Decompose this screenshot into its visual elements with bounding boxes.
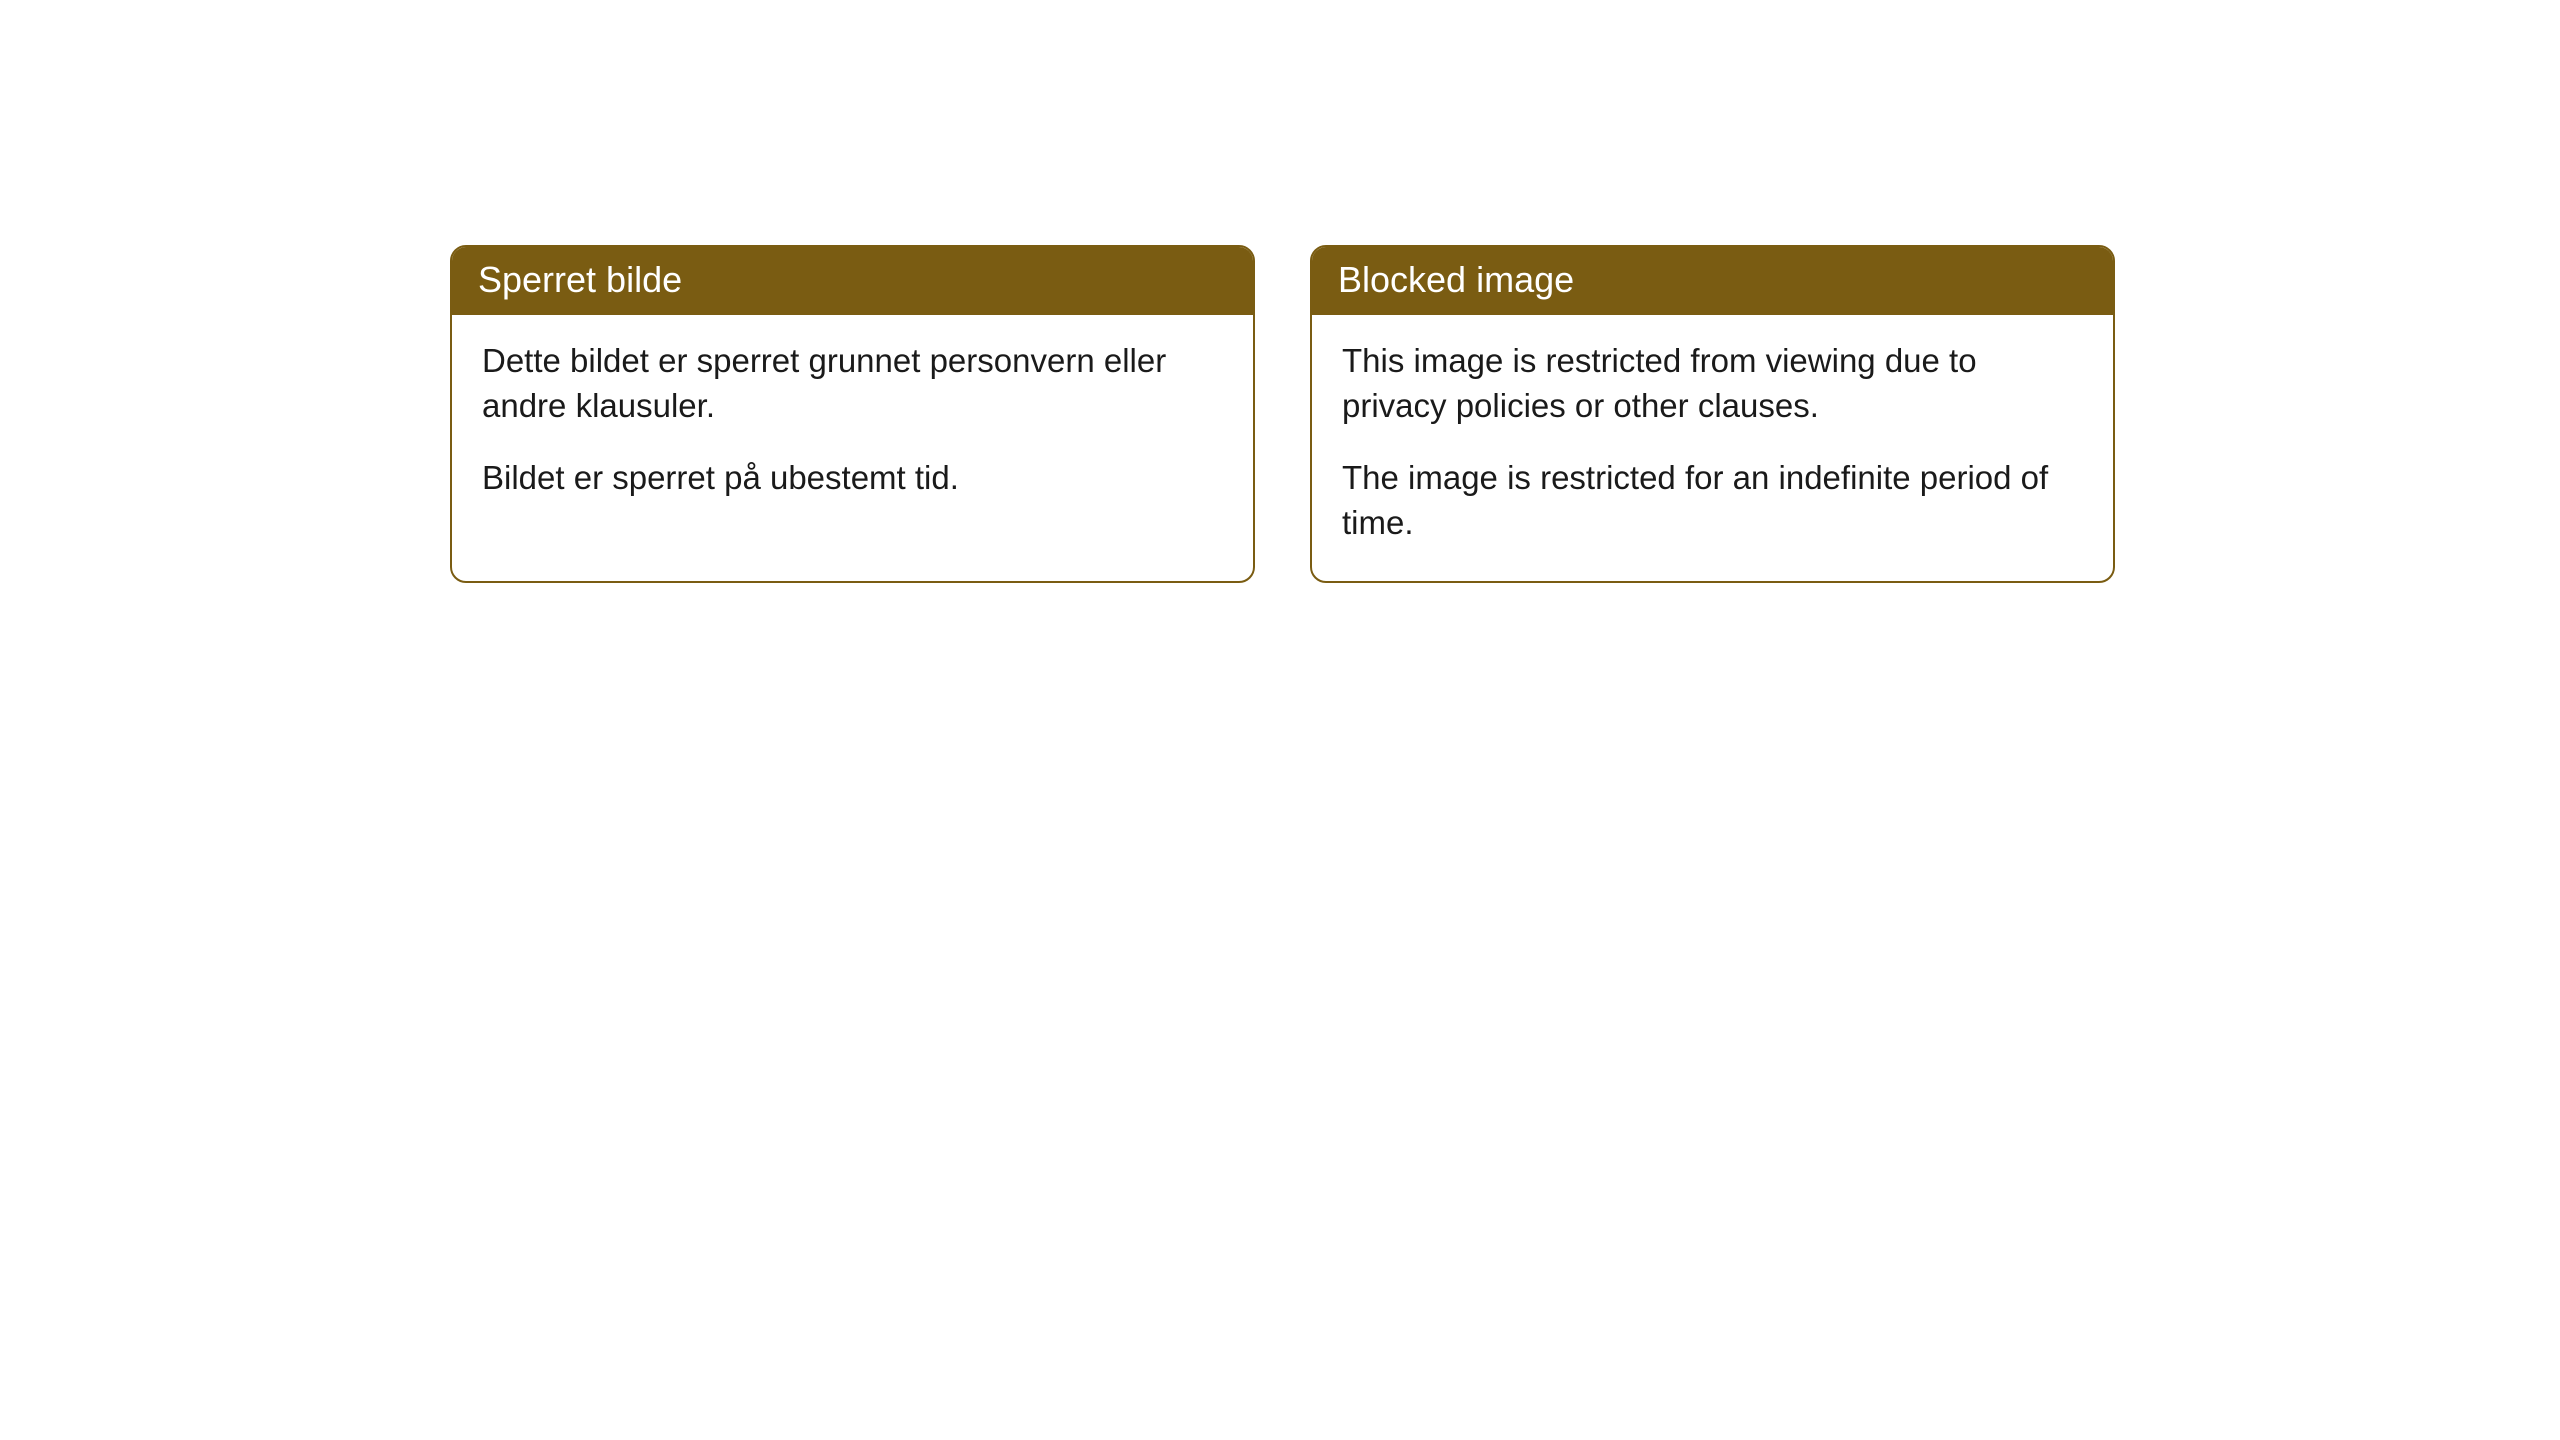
notice-cards-container: Sperret bilde Dette bildet er sperret gr… — [450, 245, 2115, 583]
card-body: This image is restricted from viewing du… — [1312, 315, 2113, 581]
card-title: Blocked image — [1338, 259, 1574, 300]
card-body: Dette bildet er sperret grunnet personve… — [452, 315, 1253, 537]
card-paragraph: This image is restricted from viewing du… — [1342, 339, 2083, 428]
card-header: Sperret bilde — [452, 247, 1253, 315]
card-paragraph: The image is restricted for an indefinit… — [1342, 456, 2083, 545]
notice-card-norwegian: Sperret bilde Dette bildet er sperret gr… — [450, 245, 1255, 583]
card-paragraph: Bildet er sperret på ubestemt tid. — [482, 456, 1223, 501]
card-paragraph: Dette bildet er sperret grunnet personve… — [482, 339, 1223, 428]
card-header: Blocked image — [1312, 247, 2113, 315]
notice-card-english: Blocked image This image is restricted f… — [1310, 245, 2115, 583]
card-title: Sperret bilde — [478, 259, 682, 300]
